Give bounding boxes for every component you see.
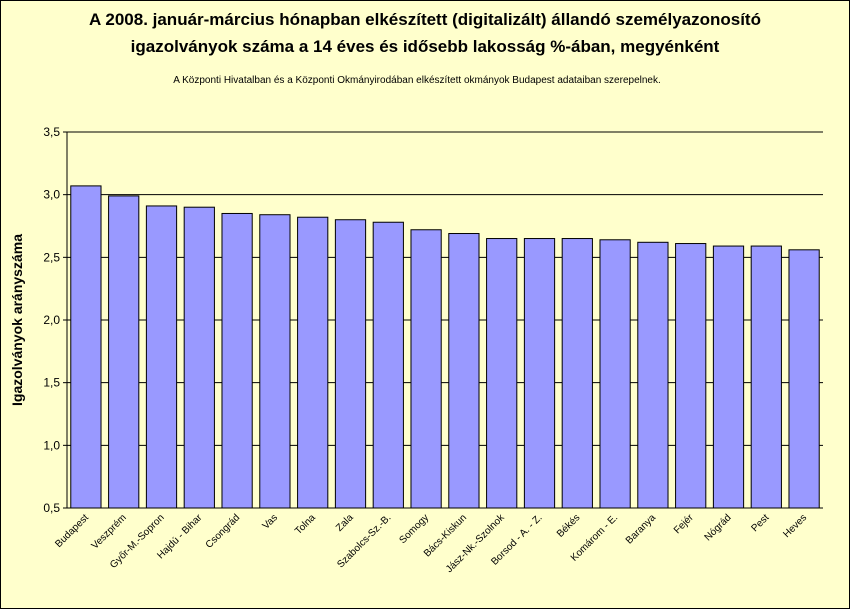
x-tick-label: Csongrád <box>204 512 242 550</box>
bars <box>70 185 820 509</box>
x-tick-label: Zala <box>334 512 356 534</box>
bar <box>637 241 669 509</box>
y-tick-label: 2,0 <box>43 313 60 327</box>
chart-title: A 2008. január-március hónapban elkészít… <box>0 6 850 60</box>
y-tick-label: 2,5 <box>43 250 60 264</box>
bar <box>108 195 140 509</box>
x-tick-label: Heves <box>781 512 809 540</box>
bar <box>372 221 404 509</box>
chart-title-line-2: igazolványok száma a 14 éves és idősebb … <box>130 37 720 56</box>
x-tick-label: Tolna <box>293 512 318 537</box>
bar <box>712 245 745 509</box>
bar <box>675 243 707 509</box>
y-tick-label: 3,0 <box>43 188 60 202</box>
x-tick-label: Fejér <box>672 512 696 536</box>
bar <box>221 212 253 509</box>
bar <box>486 238 518 509</box>
y-tick-labels: 0,5 1,0 1,5 2,0 2,5 3,0 3,5 <box>43 125 60 515</box>
x-tick-label: Somogy <box>398 512 432 546</box>
y-tick-label: 3,5 <box>43 125 60 139</box>
x-tick-label: Pest <box>749 512 771 534</box>
bar <box>599 239 631 509</box>
axes <box>63 131 823 509</box>
bar <box>259 214 291 509</box>
y-tick-label: 1,0 <box>43 438 60 452</box>
bar <box>334 219 367 509</box>
x-tick-label: Veszprém <box>90 512 129 551</box>
bar <box>523 238 556 509</box>
bar <box>183 206 215 509</box>
bar <box>448 233 480 509</box>
bar <box>145 205 178 509</box>
grid-lines <box>67 131 823 446</box>
y-tick-label: 0,5 <box>43 501 60 515</box>
bar <box>788 249 820 509</box>
chart-title-line-1: A 2008. január-március hónapban elkészít… <box>89 10 761 29</box>
x-tick-label: Budapest <box>53 512 91 550</box>
x-tick-label: Baranya <box>624 512 658 546</box>
x-tick-label: Vas <box>261 512 280 531</box>
bar <box>297 216 329 509</box>
x-tick-label: Békés <box>555 512 582 539</box>
chart-subtitle: A Központi Hivatalban és a Központi Okmá… <box>173 75 661 86</box>
bar <box>750 245 782 509</box>
bar <box>70 185 102 509</box>
y-tick-label: 1,5 <box>43 376 60 390</box>
bar <box>410 229 442 509</box>
x-tick-label: Nógrád <box>703 512 734 543</box>
bar <box>561 238 593 509</box>
